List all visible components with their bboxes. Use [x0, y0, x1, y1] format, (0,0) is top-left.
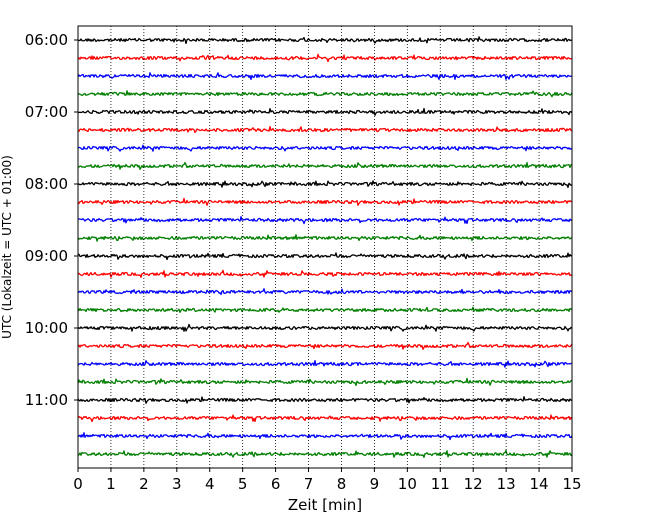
x-tick-label: 4: [205, 475, 215, 493]
x-tick-label: 11: [431, 475, 450, 493]
trace-23: [77, 432, 573, 441]
trace-14: [77, 269, 573, 278]
y-tick-label: 08:00: [25, 175, 68, 193]
x-tick-label: 0: [73, 475, 83, 493]
y-axis: 06:00 07:00 08:00 09:00 10:00 11:00: [25, 31, 78, 409]
x-tick-label: 3: [172, 475, 182, 493]
x-tick-label: 6: [271, 475, 281, 493]
x-axis-label: Zeit [min]: [288, 496, 362, 514]
x-tick-label: 10: [398, 475, 417, 493]
y-tick-label: 07:00: [25, 103, 68, 121]
y-tick-label: 06:00: [25, 31, 68, 49]
trace-4: [77, 90, 573, 98]
trace-24: [77, 449, 573, 458]
x-tick-label: 2: [139, 475, 149, 493]
trace-20: [77, 377, 573, 387]
x-tick-label: 15: [562, 475, 581, 493]
trace-17: [77, 323, 573, 332]
trace-12: [77, 234, 573, 242]
trace-2: [77, 53, 573, 63]
trace-19: [77, 359, 573, 368]
trace-21: [77, 396, 573, 404]
trace-5: [77, 107, 573, 116]
plot-frame: [77, 25, 573, 469]
trace-10: [77, 197, 573, 206]
trace-11: [77, 216, 573, 225]
x-tick-label: 13: [497, 475, 516, 493]
x-tick-label: 1: [106, 475, 116, 493]
trace-group: [77, 36, 573, 458]
x-tick-label: 12: [464, 475, 483, 493]
x-tick-label: 8: [337, 475, 347, 493]
trace-9: [77, 180, 573, 189]
trace-6: [77, 126, 573, 133]
y-tick-label: 10:00: [25, 319, 68, 337]
trace-18: [77, 341, 573, 351]
x-tick-label: 9: [370, 475, 380, 493]
trace-1: [77, 36, 573, 45]
y-tick-label: 09:00: [25, 247, 68, 265]
trace-7: [77, 144, 573, 152]
y-tick-label: 11:00: [25, 391, 68, 409]
trace-15: [77, 288, 573, 296]
trace-3: [77, 72, 573, 81]
y-axis-label: UTC (Lokalzeit = UTC + 01:00): [0, 155, 14, 339]
x-tick-label: 5: [238, 475, 248, 493]
x-tick-label: 7: [304, 475, 314, 493]
x-axis: 0 1 2 3 4 5 6 7 8 9 10 11 12 13 14 15: [73, 468, 582, 493]
trace-13: [77, 252, 573, 261]
trace-16: [77, 306, 573, 314]
x-tick-label: 14: [530, 475, 549, 493]
trace-8: [77, 161, 573, 171]
trace-22: [77, 414, 573, 423]
